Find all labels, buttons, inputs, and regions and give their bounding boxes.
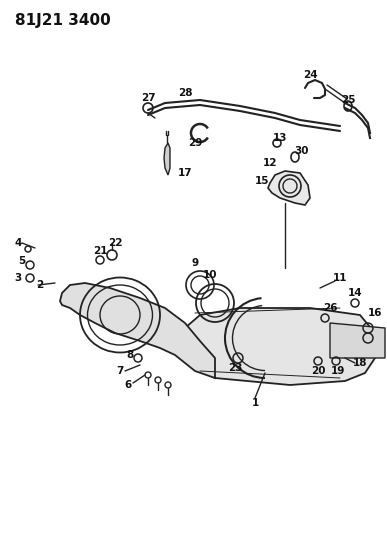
Text: 20: 20 [311, 366, 325, 376]
Text: 81J21 3400: 81J21 3400 [15, 13, 111, 28]
Text: 17: 17 [178, 168, 192, 178]
Text: 6: 6 [124, 380, 132, 390]
Text: 16: 16 [368, 308, 382, 318]
Text: 2: 2 [36, 280, 44, 290]
Text: 30: 30 [295, 146, 309, 156]
Text: 4: 4 [14, 238, 22, 248]
Text: 5: 5 [18, 256, 26, 266]
Text: 10: 10 [203, 270, 217, 280]
Text: 19: 19 [331, 366, 345, 376]
Text: 1: 1 [252, 398, 259, 408]
Text: 28: 28 [178, 88, 192, 98]
Text: 8: 8 [127, 350, 134, 360]
Text: 15: 15 [255, 176, 269, 186]
Text: 11: 11 [333, 273, 347, 283]
Polygon shape [330, 323, 385, 358]
Text: 23: 23 [228, 363, 242, 373]
Text: 26: 26 [323, 303, 337, 313]
Text: 21: 21 [93, 246, 107, 256]
Text: 29: 29 [188, 138, 202, 148]
Polygon shape [164, 143, 170, 175]
Text: 27: 27 [141, 93, 155, 103]
Polygon shape [268, 171, 310, 205]
Text: 18: 18 [353, 358, 367, 368]
Text: 22: 22 [108, 238, 122, 248]
Text: 3: 3 [14, 273, 22, 283]
Text: 24: 24 [303, 70, 317, 80]
Text: 9: 9 [192, 258, 199, 268]
Polygon shape [180, 308, 375, 385]
Text: 25: 25 [341, 95, 355, 105]
Text: 12: 12 [263, 158, 277, 168]
Text: 13: 13 [273, 133, 287, 143]
Text: 7: 7 [116, 366, 124, 376]
Text: 14: 14 [348, 288, 362, 298]
Polygon shape [60, 283, 215, 378]
